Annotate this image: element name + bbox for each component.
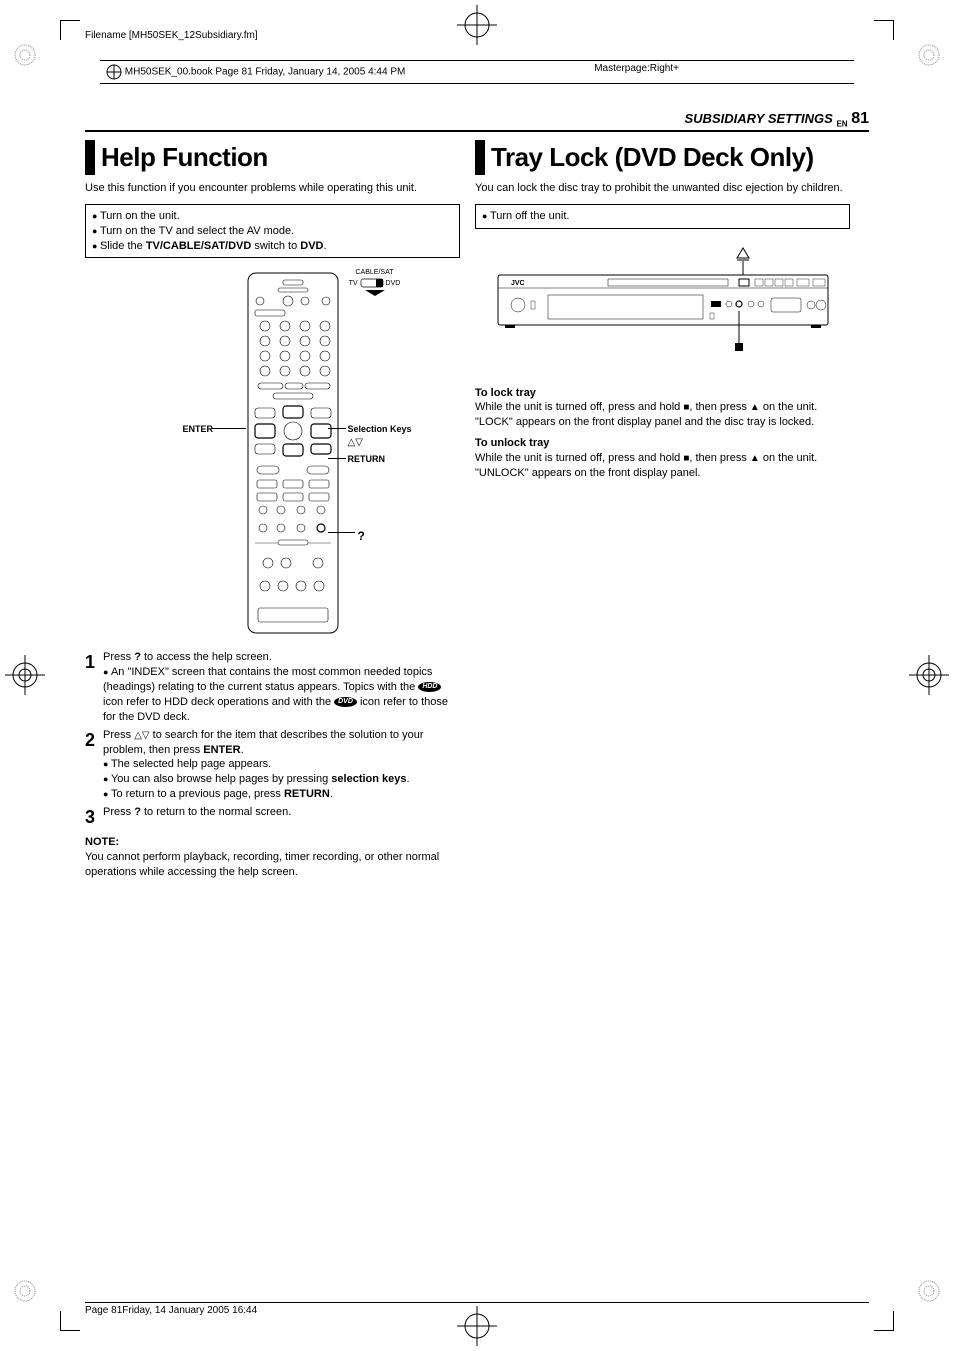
dvd-unit-figure: JVC	[475, 243, 850, 368]
remote-icon	[243, 268, 343, 638]
page-number: 81	[851, 110, 869, 127]
footer-line: Page 81Friday, 14 January 2005 16:44	[85, 1302, 869, 1316]
step-note: To return to a previous page, press RETU…	[103, 787, 460, 802]
crop-mark	[874, 1311, 894, 1331]
preconditions-box: Turn off the unit.	[475, 204, 850, 229]
registration-mark	[10, 1276, 40, 1311]
intro-text: You can lock the disc tray to prohibit t…	[475, 181, 850, 196]
left-column: Help Function Use this function if you e…	[85, 140, 460, 880]
step-number: 1	[85, 650, 103, 724]
step-note: The selected help page appears.	[103, 757, 460, 772]
header-rule	[85, 130, 869, 132]
lock-heading: To lock tray	[475, 386, 850, 401]
eject-icon: ▲	[750, 402, 760, 413]
section-header: SUBSIDIARY SETTINGS EN 81	[685, 110, 870, 129]
crop-mark	[60, 1311, 80, 1331]
step-body: Press ? to return to the normal screen.	[103, 805, 460, 829]
crop-mark	[874, 20, 894, 40]
registration-mark	[909, 655, 949, 695]
lang-code: EN	[836, 120, 847, 129]
step-3: 3 Press ? to return to the normal screen…	[85, 805, 460, 829]
step-body: Press ? to access the help screen. An "I…	[103, 650, 460, 724]
eject-icon: ▲	[750, 453, 760, 464]
step-note: An "INDEX" screen that contains the most…	[103, 665, 460, 724]
step-body: Press △▽ to search for the item that des…	[103, 728, 460, 802]
lock-text: While the unit is turned off, press and …	[475, 400, 850, 430]
registration-mark	[914, 40, 944, 75]
enter-label: ENTER	[183, 423, 214, 435]
precondition-item: Turn off the unit.	[482, 209, 843, 224]
step-number: 2	[85, 728, 103, 802]
heading-tray-lock: Tray Lock (DVD Deck Only)	[475, 140, 850, 175]
precondition-item: Turn on the TV and select the AV mode.	[92, 224, 453, 239]
step-number: 3	[85, 805, 103, 829]
book-line: MH50SEK_00.book Page 81 Friday, January …	[100, 60, 854, 84]
registration-mark	[10, 40, 40, 75]
book-line-text: MH50SEK_00.book Page 81 Friday, January …	[125, 67, 406, 78]
intro-text: Use this function if you encounter probl…	[85, 181, 460, 196]
right-column: Tray Lock (DVD Deck Only) You can lock t…	[475, 140, 850, 481]
registration-mark	[457, 5, 497, 45]
dvd-icon: DVD	[334, 697, 357, 707]
registration-mark	[5, 655, 45, 695]
filename-label: Filename [MH50SEK_12Subsidiary.fm]	[85, 30, 258, 41]
note-text: You cannot perform playback, recording, …	[85, 850, 460, 880]
unlock-heading: To unlock tray	[475, 436, 850, 451]
crop-mark	[60, 20, 80, 40]
remote-control-figure: CABLE/SAT TV DVD	[133, 268, 413, 638]
leader-line	[328, 532, 355, 533]
precondition-item: Slide the TV/CABLE/SAT/DVD switch to DVD…	[92, 239, 453, 254]
step-1: 1 Press ? to access the help screen. An …	[85, 650, 460, 724]
question-label: ?	[358, 528, 365, 544]
step-note: You can also browse help pages by pressi…	[103, 772, 460, 787]
step-2: 2 Press △▽ to search for the item that d…	[85, 728, 460, 802]
svg-text:JVC: JVC	[511, 280, 525, 287]
registration-mark	[914, 1276, 944, 1311]
leader-line	[328, 458, 346, 459]
unlock-text: While the unit is turned off, press and …	[475, 451, 850, 481]
section-title: SUBSIDIARY SETTINGS	[685, 111, 833, 126]
leader-line	[211, 428, 246, 429]
switch-label: CABLE/SAT TV DVD	[345, 268, 405, 301]
selection-keys-label: Selection Keys	[348, 423, 412, 435]
leader-line	[328, 428, 346, 429]
page: Filename [MH50SEK_12Subsidiary.fm] Maste…	[0, 0, 954, 1351]
note-label: NOTE:	[85, 835, 460, 850]
selection-keys-symbol: △▽	[348, 436, 363, 450]
precondition-item: Turn on the unit.	[92, 209, 453, 224]
return-label: RETURN	[348, 453, 386, 465]
hdd-icon: HDD	[418, 682, 441, 692]
heading-help-function: Help Function	[85, 140, 460, 175]
preconditions-box: Turn on the unit. Turn on the TV and sel…	[85, 204, 460, 259]
